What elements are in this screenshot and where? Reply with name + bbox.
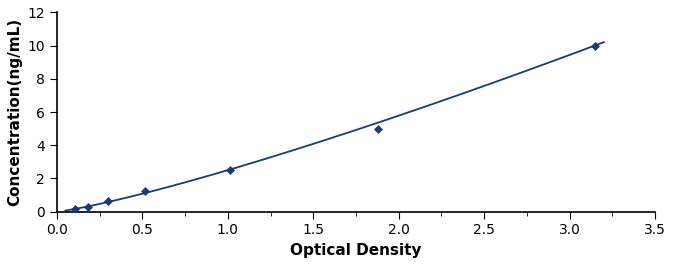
Y-axis label: Concentration(ng/mL): Concentration(ng/mL) [7, 18, 22, 206]
X-axis label: Optical Density: Optical Density [290, 243, 422, 258]
